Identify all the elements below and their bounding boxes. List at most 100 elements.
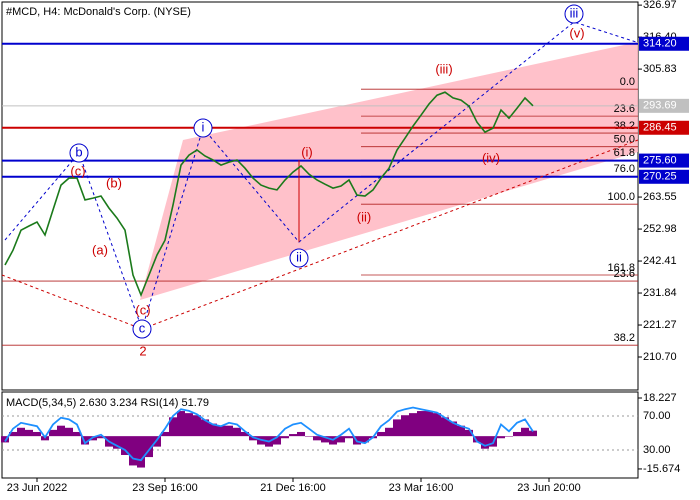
fib-label: 61.8 xyxy=(614,147,635,159)
wave-label: (c) xyxy=(70,163,85,178)
wave-label: (v) xyxy=(569,25,584,40)
macd-bar xyxy=(193,415,201,437)
macd-bar xyxy=(57,425,65,437)
macd-bar xyxy=(433,413,441,437)
wave-label: (a) xyxy=(92,242,108,257)
wave-label: (b) xyxy=(106,175,122,190)
macd-bar xyxy=(441,417,449,437)
fib-label: 161.8 xyxy=(607,262,635,274)
macd-bar xyxy=(313,436,321,441)
macd-bar xyxy=(385,427,393,437)
macd-bar xyxy=(289,434,297,437)
wave-label: iii xyxy=(570,5,579,20)
macd-bar xyxy=(457,425,465,437)
y-tick-label: 326.97 xyxy=(643,0,677,11)
macd-bar xyxy=(297,431,305,437)
fib-label: 50.0 xyxy=(614,134,635,146)
x-tick-label: 23 Jun 2022 xyxy=(7,482,68,494)
wave-label: (iv) xyxy=(482,150,500,165)
wave-label: (iii) xyxy=(435,61,452,76)
level-label: 314.20 xyxy=(643,38,677,50)
macd-bar xyxy=(217,425,225,437)
macd-bar xyxy=(97,436,105,439)
macd-bar xyxy=(241,431,249,437)
wave-label: (c) xyxy=(135,302,150,317)
macd-bar xyxy=(153,436,161,447)
macd-bar xyxy=(185,413,193,437)
y-tick-label: 252.98 xyxy=(643,223,677,235)
fib-label: 0.0 xyxy=(620,76,635,88)
wave-label: ii xyxy=(296,249,302,264)
level-box xyxy=(639,36,689,51)
macd-bar xyxy=(273,436,281,445)
macd-bar xyxy=(361,436,369,443)
macd-bar xyxy=(145,436,153,458)
y-tick-label: 242.41 xyxy=(643,255,677,267)
over-layer xyxy=(4,91,534,298)
wave-circle xyxy=(564,4,584,24)
macd-bar xyxy=(121,436,129,455)
x-tick-label: 23 Sep 16:00 xyxy=(132,482,197,494)
macd-bar xyxy=(233,427,241,437)
wave-labels: iii (v) (iii) (iv) i (i) ii (ii) b (c) (… xyxy=(69,4,585,358)
fib-label: 38.2 xyxy=(614,332,635,344)
macd-bar xyxy=(25,429,33,437)
macd-bar xyxy=(73,431,81,437)
wave-label: c xyxy=(139,320,146,335)
macd-bar xyxy=(81,436,89,445)
macd-bar xyxy=(129,436,137,466)
y-tick-label: 221.27 xyxy=(643,319,677,331)
macd-bar xyxy=(473,436,481,443)
wave-circle xyxy=(69,143,89,163)
macd-bar xyxy=(337,436,345,443)
wave-circle xyxy=(193,118,213,138)
level-box xyxy=(639,120,689,135)
fib-label: 38.2 xyxy=(614,120,635,132)
level-label: 270.25 xyxy=(643,171,677,183)
wave-circle xyxy=(289,248,309,268)
x-tick-label: 23 Mar 16:00 xyxy=(389,482,454,494)
y-tick-label: 231.84 xyxy=(643,287,677,299)
indicator-title: MACD(5,34,5) 2.630 3.234 RSI(14) 51.79 xyxy=(6,397,209,409)
macd-bar xyxy=(1,436,9,443)
wave-label: i xyxy=(202,119,205,134)
level-label: 286.45 xyxy=(643,122,677,134)
y-tick-label: 263.55 xyxy=(643,191,677,203)
level-label: 275.60 xyxy=(643,154,677,166)
macd-bar xyxy=(113,436,121,449)
chart-title: #MCD, H4: McDonald's Corp. (NYSE) xyxy=(6,6,191,18)
wave-channel xyxy=(140,42,638,300)
wave-label: 2 xyxy=(139,343,146,358)
level-box xyxy=(639,153,689,168)
wave-label: (i) xyxy=(301,144,313,159)
macd-bar xyxy=(161,431,169,437)
y-tick-label: 210.70 xyxy=(643,351,677,363)
y-tick-label: -15.674 xyxy=(643,463,680,475)
macd-bar xyxy=(49,429,57,437)
level-box xyxy=(639,98,689,113)
macd-bar xyxy=(409,413,417,437)
y2-tick-label: 70.00 xyxy=(643,410,671,422)
y-tick-label: 18.227 xyxy=(643,392,677,404)
price-line xyxy=(4,91,534,298)
under-layer: 0.023.638.250.061.876.0100.0161.823.638.… xyxy=(2,42,638,346)
macd-bar xyxy=(177,411,185,437)
x-tick-label: 23 Jun 20:00 xyxy=(517,482,581,494)
macd-bar xyxy=(321,436,329,443)
macd-bar xyxy=(513,431,521,437)
macd-bar xyxy=(481,436,489,449)
macd-bar xyxy=(305,436,313,437)
macd-bar xyxy=(209,423,217,437)
macd-bar xyxy=(137,436,145,468)
macd-bar xyxy=(529,430,537,437)
level-label: 293.69 xyxy=(643,100,677,112)
macd-bar xyxy=(169,417,177,437)
macd-bar xyxy=(401,415,409,437)
macd-bar xyxy=(505,436,513,437)
macd-bar xyxy=(377,431,385,437)
fib-label: 100.0 xyxy=(607,191,635,203)
macd-bar xyxy=(449,421,457,437)
macd-bar xyxy=(345,436,353,439)
wave-circle xyxy=(132,319,152,339)
